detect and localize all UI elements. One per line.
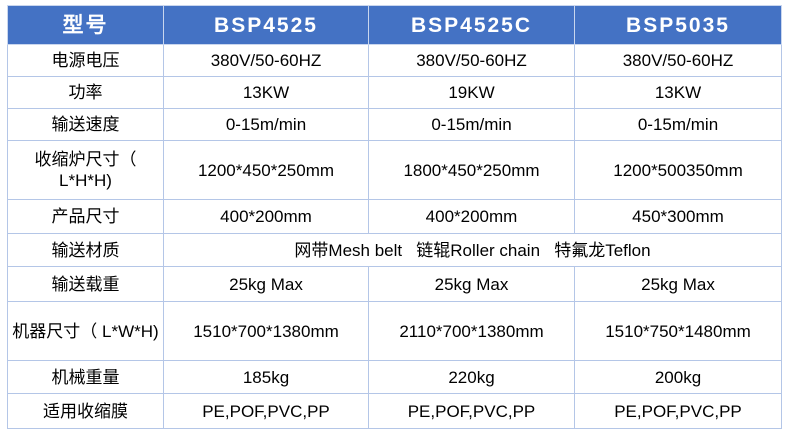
header-bsp5035: BSP5035 xyxy=(574,5,782,45)
row-value: 380V/50-60HZ xyxy=(574,44,782,77)
table-row: 产品尺寸 400*200mm 400*200mm 450*300mm xyxy=(7,199,782,234)
table-row: 收缩炉尺寸（ L*H*H) 1200*450*250mm 1800*450*250m… xyxy=(7,140,782,200)
row-value: 1800*450*250mm xyxy=(368,140,575,200)
row-label: 功率 xyxy=(7,76,164,109)
table-row: 功率 13KW 19KW 13KW xyxy=(7,76,782,109)
row-value: 13KW xyxy=(163,76,369,109)
row-value: 25kg Max xyxy=(368,266,575,302)
row-value: 0-15m/min xyxy=(368,108,575,141)
table-row: 机器尺寸（ L*W*H) 1510*700*1380mm 2110*700*1380… xyxy=(7,301,782,361)
table-row: 输送载重 25kg Max 25kg Max 25kg Max xyxy=(7,266,782,302)
header-model: 型号 xyxy=(7,5,164,45)
table-row: 适用收缩膜 PE,POF,PVC,PP PE,POF,PVC,PP PE,POF,PV… xyxy=(7,393,782,429)
row-value: 2110*700*1380mm xyxy=(368,301,575,361)
row-value: 1200*500350mm xyxy=(574,140,782,200)
row-value: 380V/50-60HZ xyxy=(368,44,575,77)
table-row: 机械重量 185kg 220kg 200kg xyxy=(7,360,782,394)
row-value: 1510*750*1480mm xyxy=(574,301,782,361)
header-bsp4525: BSP4525 xyxy=(163,5,369,45)
row-value: 13KW xyxy=(574,76,782,109)
row-value: PE,POF,PVC,PP xyxy=(368,393,575,429)
row-value: 19KW xyxy=(368,76,575,109)
header-bsp4525c: BSP4525C xyxy=(368,5,575,45)
row-value: PE,POF,PVC,PP xyxy=(574,393,782,429)
row-value: PE,POF,PVC,PP xyxy=(163,393,369,429)
row-label: 电源电压 xyxy=(7,44,164,77)
header-row: 型号 BSP4525 BSP4525C BSP5035 xyxy=(7,5,782,45)
row-label: 产品尺寸 xyxy=(7,199,164,234)
row-value: 200kg xyxy=(574,360,782,394)
row-value: 450*300mm xyxy=(574,199,782,234)
row-label: 机械重量 xyxy=(7,360,164,394)
row-value-merged: 网带Mesh belt 链辊Roller chain 特氟龙Teflon xyxy=(163,233,782,267)
row-value: 380V/50-60HZ xyxy=(163,44,369,77)
table-row: 输送速度 0-15m/min 0-15m/min 0-15m/min xyxy=(7,108,782,141)
row-value: 25kg Max xyxy=(163,266,369,302)
row-value: 25kg Max xyxy=(574,266,782,302)
row-value: 0-15m/min xyxy=(163,108,369,141)
row-value: 400*200mm xyxy=(163,199,369,234)
spec-table: 型号 BSP4525 BSP4525C BSP5035 电源电压 380V/50-… xyxy=(7,5,782,429)
row-label: 输送速度 xyxy=(7,108,164,141)
row-label: 收缩炉尺寸（ L*H*H) xyxy=(7,140,164,200)
row-value: 0-15m/min xyxy=(574,108,782,141)
row-value: 185kg xyxy=(163,360,369,394)
table-row: 电源电压 380V/50-60HZ 380V/50-60HZ 380V/50-60HZ xyxy=(7,44,782,77)
row-label: 适用收缩膜 xyxy=(7,393,164,429)
row-value: 220kg xyxy=(368,360,575,394)
row-label: 输送载重 xyxy=(7,266,164,302)
row-value: 1510*700*1380mm xyxy=(163,301,369,361)
row-value: 400*200mm xyxy=(368,199,575,234)
row-value: 1200*450*250mm xyxy=(163,140,369,200)
table-row: 输送材质 网带Mesh belt 链辊Roller chain 特氟龙Teflon xyxy=(7,233,782,267)
row-label: 输送材质 xyxy=(7,233,164,267)
row-label: 机器尺寸（ L*W*H) xyxy=(7,301,164,361)
